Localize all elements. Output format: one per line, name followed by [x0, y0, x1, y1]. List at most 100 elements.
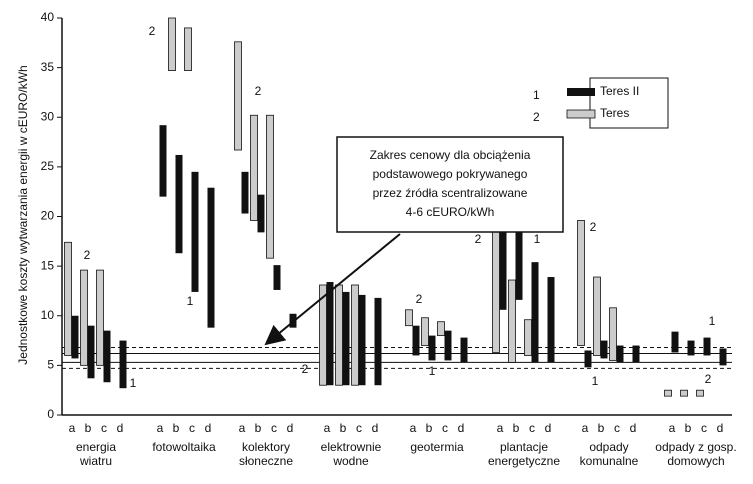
- range-bar: [405, 309, 413, 327]
- callout-text: podstawowego pokrywanego: [373, 167, 528, 181]
- x-category-label: geotermia: [410, 440, 464, 454]
- range-bar: [191, 171, 199, 292]
- x-subcategory-label: a: [582, 421, 589, 435]
- x-category-label: plantacje: [500, 440, 548, 454]
- x-subcategory-label: d: [205, 421, 212, 435]
- y-tick-label: 0: [47, 407, 54, 421]
- range-bar: [584, 350, 592, 368]
- range-bar: [421, 317, 429, 346]
- callout-text: Zakres cenowy dla obciążenia: [370, 148, 531, 162]
- range-bar: [358, 294, 366, 386]
- x-subcategory-label: b: [426, 421, 433, 435]
- x-category-label: domowych: [667, 454, 724, 468]
- legend-swatch: [567, 88, 595, 96]
- x-subcategory-label: a: [324, 421, 331, 435]
- range-bar: [499, 225, 507, 310]
- annotation: 1: [429, 364, 436, 378]
- x-subcategory-label: c: [701, 421, 707, 435]
- x-category-label: słoneczne: [239, 454, 293, 468]
- range-bar: [96, 269, 104, 366]
- range-bar: [266, 114, 274, 259]
- annotation: 2: [84, 248, 91, 262]
- callout-text: 4-6 cEURO/kWh: [406, 205, 495, 219]
- callout-text: przez źródła scentralizowane: [373, 186, 528, 200]
- callout-arrow: [264, 233, 401, 346]
- range-bar: [119, 340, 127, 389]
- range-bar: [257, 194, 265, 233]
- y-tick-label: 15: [41, 258, 55, 272]
- x-category-label: odpady: [589, 440, 628, 454]
- annotation: 2: [475, 232, 482, 246]
- y-tick-label: 25: [41, 159, 55, 173]
- range-bar: [168, 17, 176, 72]
- legend-number: 2: [533, 110, 540, 124]
- range-bar: [460, 337, 468, 363]
- legend-label: Teres: [600, 106, 629, 120]
- x-subcategory-label: c: [101, 421, 107, 435]
- x-category-label: wiatru: [79, 454, 112, 468]
- range-bar: [175, 154, 183, 254]
- x-subcategory-label: d: [117, 421, 124, 435]
- x-subcategory-label: c: [614, 421, 620, 435]
- range-bar: [437, 321, 445, 336]
- x-subcategory-label: a: [497, 421, 504, 435]
- annotation: 1: [534, 232, 541, 246]
- callout-box: [336, 136, 564, 233]
- x-subcategory-label: b: [85, 421, 92, 435]
- range-bar: [703, 337, 711, 356]
- legend-label: Teres II: [600, 84, 639, 98]
- y-tick-label: 30: [41, 109, 55, 123]
- x-subcategory-label: c: [442, 421, 448, 435]
- legend-number: 1: [533, 88, 540, 102]
- range-bar: [687, 340, 695, 356]
- y-tick-label: 10: [41, 308, 55, 322]
- range-bar: [577, 220, 585, 346]
- y-tick-label: 40: [41, 10, 55, 24]
- x-category-label: wodne: [332, 454, 369, 468]
- x-subcategory-label: c: [529, 421, 535, 435]
- range-bar: [524, 319, 532, 356]
- range-bar: [103, 330, 111, 383]
- range-bar: [184, 27, 192, 72]
- range-bar: [64, 241, 72, 356]
- x-subcategory-label: c: [271, 421, 277, 435]
- range-bar: [207, 187, 215, 328]
- x-subcategory-label: a: [69, 421, 76, 435]
- range-bar: [508, 279, 516, 363]
- range-bar: [159, 125, 167, 197]
- x-subcategory-label: d: [630, 421, 637, 435]
- x-subcategory-label: c: [356, 421, 362, 435]
- range-bar: [87, 325, 95, 379]
- range-bar: [719, 348, 727, 366]
- range-bar: [351, 284, 359, 386]
- x-subcategory-label: a: [239, 421, 246, 435]
- x-subcategory-label: b: [513, 421, 520, 435]
- x-category-label: odpady z gosp.: [655, 440, 736, 454]
- range-bar: [680, 389, 688, 397]
- x-subcategory-label: c: [189, 421, 195, 435]
- annotation: 2: [590, 220, 597, 234]
- range-bar: [241, 171, 249, 214]
- range-bar: [515, 232, 523, 300]
- x-subcategory-label: b: [255, 421, 262, 435]
- annotation: 2: [416, 292, 423, 306]
- x-subcategory-label: b: [598, 421, 605, 435]
- annotation: 2: [255, 84, 262, 98]
- range-bar: [616, 345, 624, 363]
- x-category-label: elektrownie: [321, 440, 382, 454]
- range-bar: [671, 331, 679, 353]
- annotation: 2: [149, 24, 156, 38]
- x-subcategory-label: b: [685, 421, 692, 435]
- range-bar: [412, 325, 420, 356]
- range-bar: [664, 389, 672, 397]
- range-bar: [71, 315, 79, 359]
- x-category-label: komunalne: [580, 454, 639, 468]
- x-category-label: fotowoltaika: [152, 440, 216, 454]
- x-category-label: kolektory: [242, 440, 290, 454]
- x-subcategory-label: a: [410, 421, 417, 435]
- x-subcategory-label: d: [287, 421, 294, 435]
- x-subcategory-label: a: [157, 421, 164, 435]
- x-subcategory-label: d: [717, 421, 724, 435]
- range-bar: [326, 282, 334, 386]
